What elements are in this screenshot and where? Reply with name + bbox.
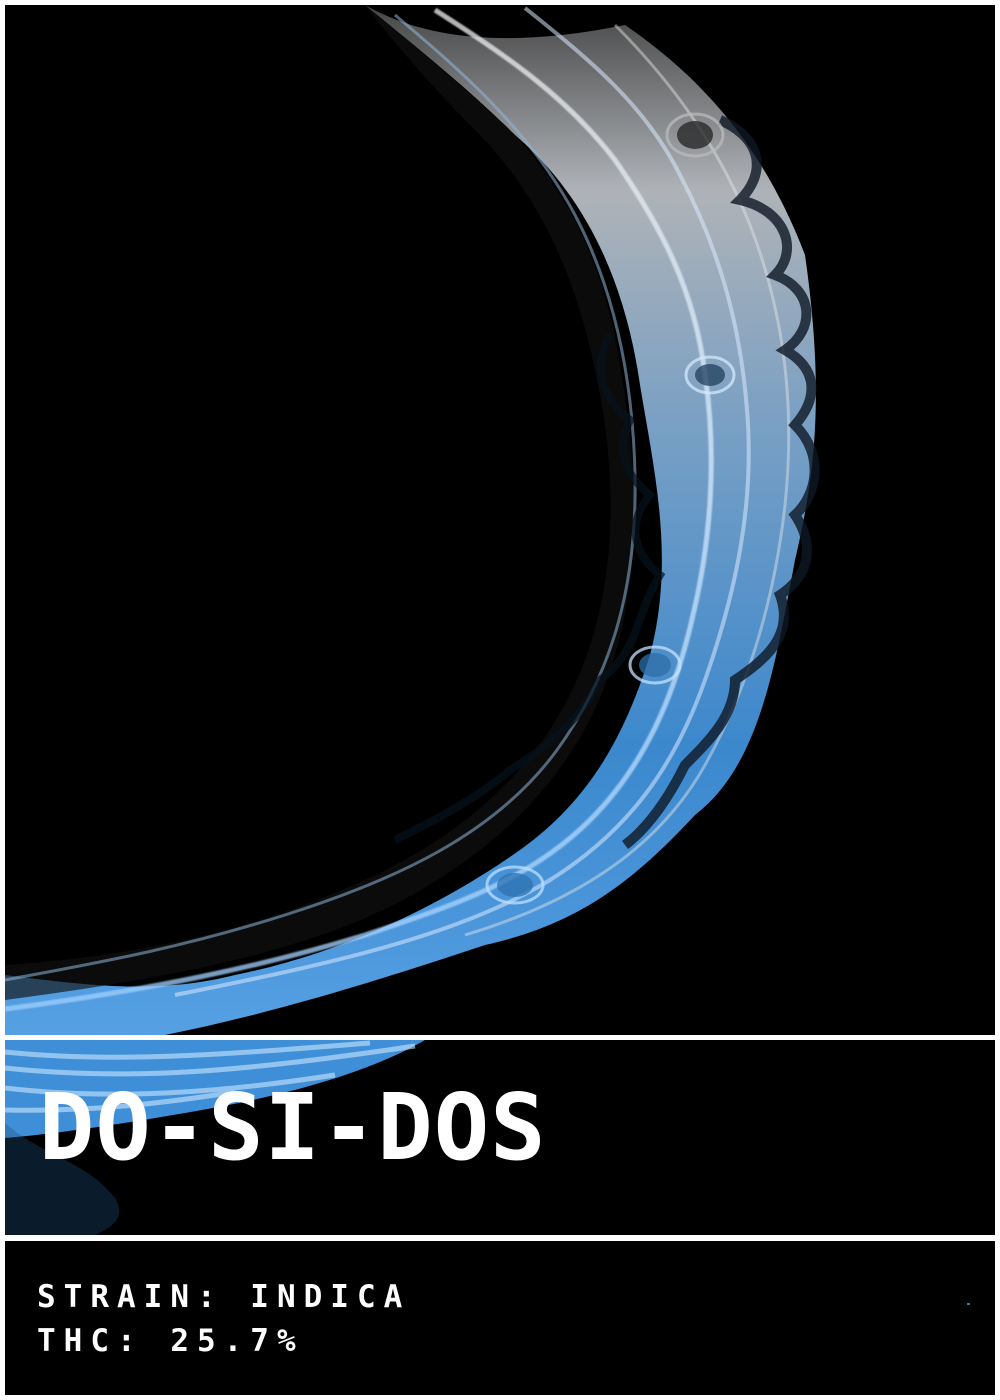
product-title: DO-SI-DOS [39, 1074, 547, 1181]
arc-band [5, 5, 816, 1035]
highlight-flow-4 [5, 13, 637, 982]
info-panel: STRAIN: INDICA THC: 25.7% [5, 1241, 995, 1395]
title-panel: DO-SI-DOS [5, 1040, 995, 1235]
marbled-arc-artwork [5, 5, 995, 1035]
title-band-artwork [5, 1040, 995, 1235]
thc-line: THC: 25.7% [37, 1323, 304, 1359]
marble-eyes [485, 112, 736, 905]
product-details: STRAIN: INDICA THC: 25.7% [37, 1275, 410, 1363]
highlight-flow-3 [464, 23, 791, 937]
inner-ripples [393, 333, 666, 844]
highlight-flow-1 [5, 7, 714, 1012]
blue-dot-decoration [967, 1303, 970, 1305]
outer-ripples [621, 115, 820, 849]
artwork-panel [5, 5, 995, 1035]
strain-line: STRAIN: INDICA [37, 1279, 411, 1315]
highlight-flow-2 [174, 6, 751, 997]
